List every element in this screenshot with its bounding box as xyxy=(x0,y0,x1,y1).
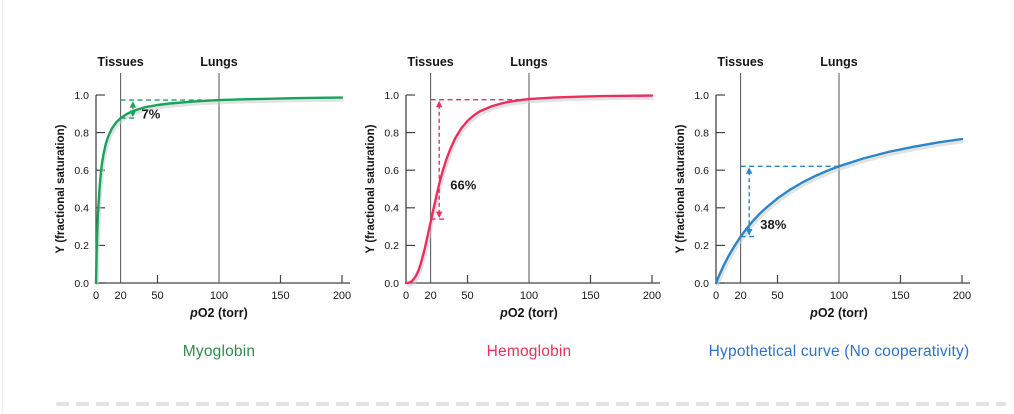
x-tick-label: 200 xyxy=(643,290,661,302)
y-axis-label: Y (fractional saturation) xyxy=(675,124,687,253)
marker-label-tissues: Tissues xyxy=(97,55,143,69)
y-tick-label: 0.6 xyxy=(74,165,89,177)
curve-shadow xyxy=(95,98,344,286)
x-tick-label: 150 xyxy=(891,290,909,302)
x-tick-label: 50 xyxy=(461,290,473,302)
chart-title-hypothetical: Hypothetical curve (No cooperativity) xyxy=(708,343,970,360)
y-tick-label: 0.8 xyxy=(384,127,399,139)
x-axis-label: pO2 (torr) xyxy=(499,306,558,320)
y-tick-label: 1.0 xyxy=(694,90,709,102)
x-tick-label: 0 xyxy=(403,290,409,302)
marker-label-tissues: Tissues xyxy=(717,55,763,69)
chart-canvas-hypothetical: Tissues Lungs 0.0 0.2 0.4 0.6 0.8 1.0 0 20 50 100 15… xyxy=(675,55,971,320)
y-tick-label: 0.4 xyxy=(694,203,709,215)
x-axis-label: pO2 (torr) xyxy=(809,306,868,320)
y-tick-label: 0.6 xyxy=(694,165,709,177)
saturation-curve xyxy=(94,96,344,285)
arrowhead-up-icon xyxy=(746,167,753,174)
arrowhead-down-icon xyxy=(129,110,137,118)
x-tick-label: 100 xyxy=(520,290,538,302)
x-tick-label: 100 xyxy=(210,290,228,302)
x-tick-label: 200 xyxy=(333,290,351,302)
x-tick-label: 50 xyxy=(771,290,783,302)
oxygen-binding-chart-hypothetical: Tissues Lungs 0.0 0.2 0.4 0.6 0.8 1.0 0 20 50 100 15… xyxy=(672,51,974,361)
y-tick-label: 0.8 xyxy=(694,127,709,139)
y-tick-label: 0.0 xyxy=(74,278,89,290)
curve-shadow xyxy=(715,140,964,287)
page-left-border xyxy=(2,0,3,414)
x-tick-label: 0 xyxy=(713,290,719,302)
x-tick-label: 150 xyxy=(271,290,289,302)
torn-edge-line xyxy=(56,402,1006,406)
y-axis-label: Y (fractional saturation) xyxy=(55,124,67,253)
y-tick-label: 0.6 xyxy=(384,165,399,177)
x-tick-label: 20 xyxy=(734,290,746,302)
percent-label: 38% xyxy=(760,217,786,232)
y-tick-label: 0.2 xyxy=(74,240,89,252)
y-tick-label: 0.4 xyxy=(74,203,89,215)
oxygen-binding-chart-hemoglobin: Tissues Lungs 0.0 0.2 0.4 0.6 0.8 1.0 0 20 50 100 15… xyxy=(362,51,664,361)
x-tick-label: 100 xyxy=(830,290,848,302)
y-tick-label: 1.0 xyxy=(384,90,399,102)
marker-label-lungs: Lungs xyxy=(510,55,548,69)
chart-canvas-myoglobin: Tissues Lungs 0.0 0.2 0.4 0.6 0.8 1.0 0 20 50 100 15… xyxy=(55,55,351,320)
y-tick-label: 0.0 xyxy=(694,278,709,290)
arrowhead-down-icon xyxy=(746,229,753,236)
arrowhead-down-icon xyxy=(436,211,443,219)
saturation-curve xyxy=(404,94,654,285)
y-axis-label: Y (fractional saturation) xyxy=(365,124,377,253)
y-tick-label: 0.4 xyxy=(384,203,399,215)
x-axis-label: pO2 (torr) xyxy=(189,306,248,320)
chart-canvas-hemoglobin: Tissues Lungs 0.0 0.2 0.4 0.6 0.8 1.0 0 20 50 100 15… xyxy=(365,55,661,320)
marker-label-lungs: Lungs xyxy=(820,55,858,69)
curve-shadow xyxy=(407,96,654,288)
marker-label-tissues: Tissues xyxy=(407,55,453,69)
y-tick-label: 1.0 xyxy=(74,90,89,102)
x-tick-label: 200 xyxy=(953,290,971,302)
chart-title-myoglobin: Myoglobin xyxy=(182,343,256,360)
saturation-curve xyxy=(714,137,964,285)
percent-label: 7% xyxy=(142,107,161,122)
x-tick-label: 50 xyxy=(151,290,163,302)
x-tick-label: 150 xyxy=(581,290,599,302)
y-tick-label: 0.8 xyxy=(74,127,89,139)
arrowhead-up-icon xyxy=(436,100,443,108)
x-tick-label: 20 xyxy=(114,290,126,302)
marker-label-lungs: Lungs xyxy=(200,55,238,69)
x-tick-label: 0 xyxy=(93,290,99,302)
x-tick-label: 20 xyxy=(424,290,436,302)
y-tick-label: 0.2 xyxy=(694,240,709,252)
percent-label: 66% xyxy=(450,178,476,193)
oxygen-binding-chart-myoglobin: Tissues Lungs 0.0 0.2 0.4 0.6 0.8 1.0 0 20 50 100 15… xyxy=(52,51,354,361)
chart-title-hemoglobin: Hemoglobin xyxy=(486,343,572,360)
arrowhead-up-icon xyxy=(129,101,137,108)
y-tick-label: 0.0 xyxy=(384,278,399,290)
y-tick-label: 0.2 xyxy=(384,240,399,252)
